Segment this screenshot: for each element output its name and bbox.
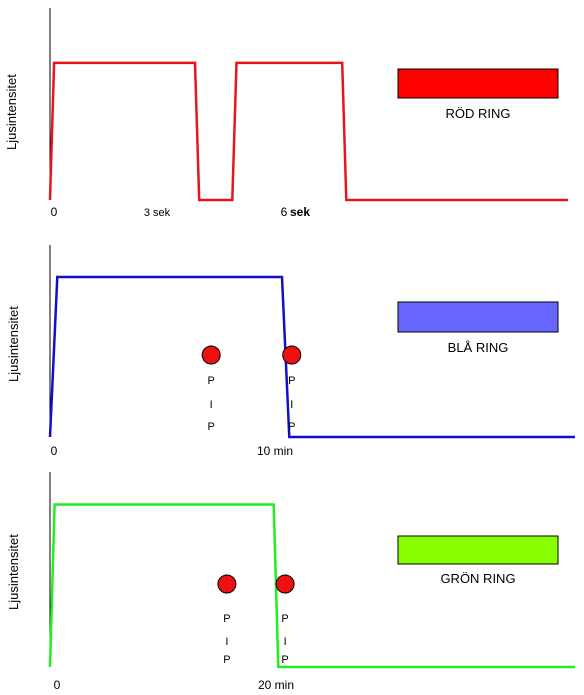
legend-label: GRÖN RING — [440, 571, 515, 586]
legend-label: RÖD RING — [446, 106, 511, 121]
y-axis-label: Ljusintensitet — [6, 534, 21, 610]
legend-swatch — [397, 535, 559, 565]
x-tick-label: 0 — [51, 444, 58, 458]
beep-letter: P — [281, 613, 288, 625]
beep-dot — [275, 574, 295, 594]
x-tick-label: 3 sek — [144, 207, 171, 219]
x-tick-label: 0 — [51, 205, 58, 219]
x-tick-label: 0 — [54, 678, 61, 692]
beep-letter: P — [288, 375, 295, 387]
beep-dot — [201, 345, 221, 365]
beep-dot — [282, 345, 302, 365]
legend-label: BLÅ RING — [448, 340, 509, 355]
beep-letter: P — [288, 421, 295, 433]
beep-letter: P — [281, 654, 288, 666]
chart-panel-1: Ljusintensitet 0 3 sek 6 sek RÖD RING — [4, 8, 569, 219]
beep-letter: I — [284, 636, 287, 648]
x-tick-label: 10 min — [257, 444, 293, 458]
beep-letter: I — [290, 399, 293, 411]
y-axis-label: Ljusintensitet — [6, 306, 21, 382]
x-tick-label: 6 — [281, 205, 288, 219]
beep-letter: P — [207, 421, 214, 433]
beep-letter: P — [223, 654, 230, 666]
x-tick-label: sek — [290, 205, 310, 219]
series-line — [48, 61, 568, 202]
beep-letter: P — [223, 613, 230, 625]
series-line — [48, 275, 575, 439]
legend-swatch — [397, 301, 559, 333]
beep-dot — [217, 574, 237, 594]
beep-letter: I — [225, 636, 228, 648]
legend-swatch — [397, 68, 559, 99]
y-axis-label: Ljusintensitet — [4, 74, 19, 150]
beep-letter: P — [207, 375, 214, 387]
beep-letter: I — [210, 399, 213, 411]
x-tick-label: 20 min — [258, 678, 294, 692]
